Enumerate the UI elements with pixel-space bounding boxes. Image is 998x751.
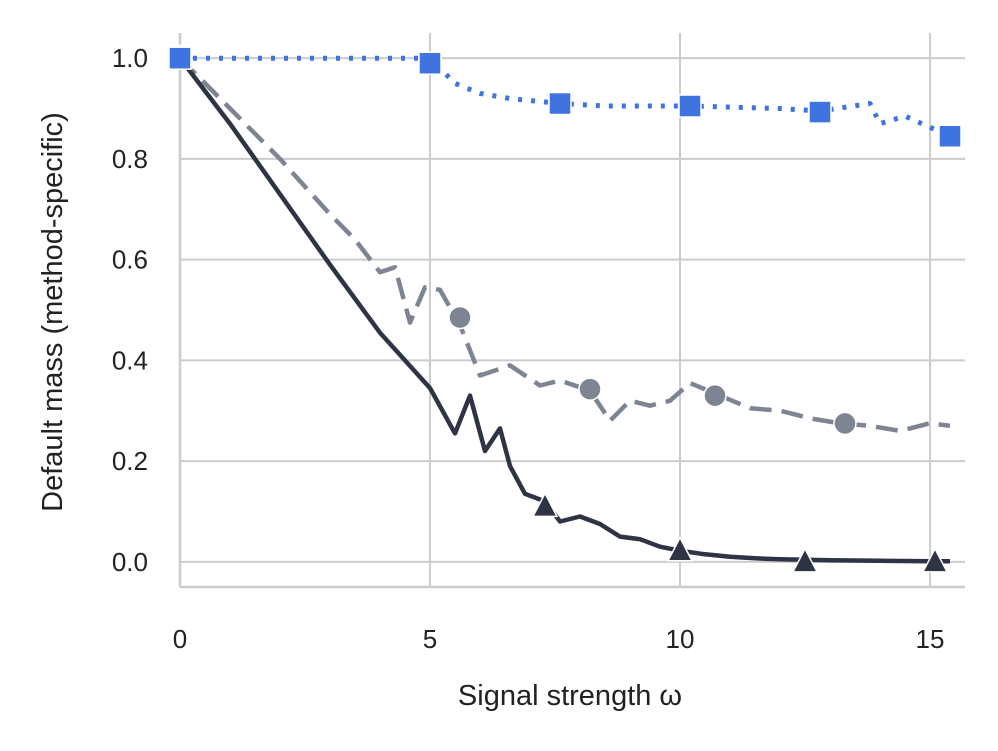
series-layer <box>166 43 962 573</box>
series-dark-triangles-line <box>178 56 950 564</box>
series-blue-squares <box>168 46 962 148</box>
series-blue-squares-marker <box>678 94 702 118</box>
series-dark-triangles-marker <box>531 491 559 518</box>
grid-layer <box>179 33 965 587</box>
y-tick-label: 0.2 <box>112 446 148 476</box>
x-tick-label: 0 <box>173 624 187 654</box>
series-dark-triangles-marker <box>921 547 949 573</box>
series-gray-circles-marker <box>448 305 472 330</box>
x-tick-label: 10 <box>666 624 695 654</box>
series-dark-triangles-marker <box>666 536 694 562</box>
y-axis-label: Default mass (method-specific) <box>37 112 69 512</box>
y-tick-label: 0.4 <box>112 345 148 375</box>
series-dark-triangles <box>166 43 950 573</box>
x-tick-label: 15 <box>916 624 945 654</box>
y-tick-label: 0.6 <box>112 245 148 275</box>
ticks-layer: 0 5 10 15 0.0 0.2 0.4 0.6 0.8 1.0 <box>112 43 945 654</box>
series-blue-squares-marker <box>808 100 832 124</box>
y-tick-label: 1.0 <box>112 43 148 73</box>
series-blue-squares-marker <box>168 46 192 70</box>
y-tick-label: 0.8 <box>112 144 148 174</box>
series-blue-squares-marker <box>418 51 442 75</box>
series-blue-squares-marker <box>938 124 962 148</box>
series-dark-triangles-marker <box>791 547 819 573</box>
series-gray-circles-marker <box>703 383 727 408</box>
x-axis-label: Signal strength ω <box>458 680 682 712</box>
series-gray-circles-marker <box>578 377 602 401</box>
x-tick-label: 5 <box>423 624 437 654</box>
y-tick-label: 0.0 <box>112 547 148 577</box>
series-blue-squares-line <box>180 55 952 139</box>
series-blue-squares-marker <box>548 91 572 116</box>
series-gray-circles-marker <box>833 411 857 436</box>
axes-layer <box>178 33 965 589</box>
series-gray-circles-line <box>178 56 951 434</box>
